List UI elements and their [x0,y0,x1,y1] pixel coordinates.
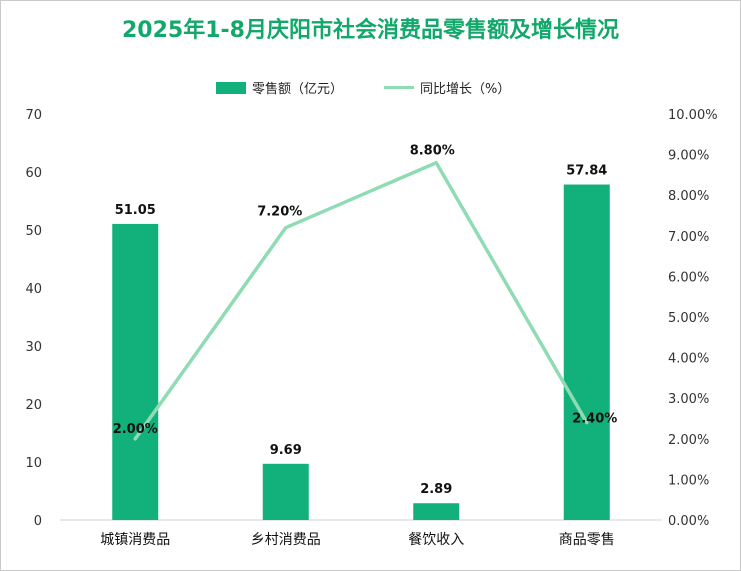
bar [112,223,159,520]
bar-data-label: 2.89 [420,482,452,497]
x-tick-label: 乡村消费品 [251,532,321,548]
y-right-tick-label: 1.00% [668,473,709,488]
y-right-tick-label: 4.00% [668,352,709,367]
chart-title: 2025年1-8月庆阳市社会消费品零售额及增长情况 [122,18,619,43]
bar-data-label: 9.69 [270,443,302,458]
y-right-tick-label: 7.00% [668,230,709,245]
line-data-label: 2.00% [113,422,158,437]
y-left-tick-label: 60 [25,166,42,181]
y-right-tick-label: 0.00% [668,514,709,529]
y-right-tick-label: 6.00% [668,270,709,285]
x-tick-label: 餐饮收入 [408,532,464,548]
bar [413,503,460,520]
line-data-label: 8.80% [410,144,455,159]
legend-line-label: 同比增长（%） [420,82,511,97]
x-tick-label: 商品零售 [559,532,615,548]
y-left-tick-label: 10 [25,456,42,471]
legend: 零售额（亿元） 同比增长（%） [0,78,741,98]
legend-item-line: 同比增长（%） [384,78,510,97]
growth-line [133,160,589,441]
y-right-tick-label: 2.00% [668,433,709,448]
y-left-tick-label: 50 [25,224,42,239]
line-data-label: 7.20% [257,205,302,220]
y-left-tick-label: 0 [34,514,42,529]
y-left-tick-label: 40 [25,282,42,297]
y-right-tick-label: 5.00% [668,311,709,326]
bar-data-label: 57.84 [566,164,607,179]
legend-line-swatch [384,86,414,89]
legend-item-bar: 零售额（亿元） [216,78,343,97]
bar-data-label: 51.05 [115,203,156,218]
y-right-tick-label: 3.00% [668,392,709,407]
x-tick-label: 城镇消费品 [100,532,170,548]
y-left-tick-label: 30 [25,340,42,355]
y-right-tick-label: 8.00% [668,189,709,204]
bar [563,184,610,520]
legend-bar-label: 零售额（亿元） [252,82,344,97]
line-data-label: 2.40% [572,412,617,427]
y-right-tick-label: 10.00% [668,108,718,123]
y-left-tick-label: 70 [25,108,42,123]
bar [262,463,309,520]
y-left-tick-label: 20 [25,398,42,413]
y-right-tick-label: 9.00% [668,149,709,164]
legend-bar-swatch [216,81,246,94]
